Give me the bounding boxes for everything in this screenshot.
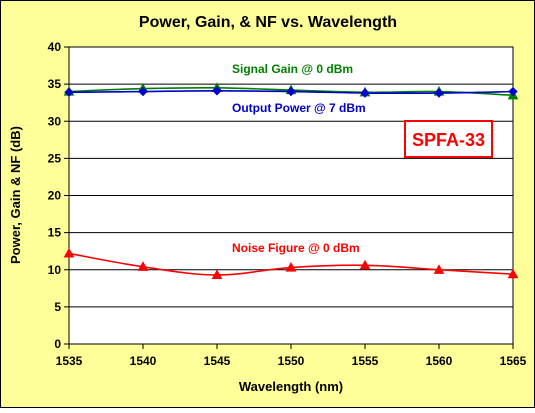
series-label-noise-figure: Noise Figure @ 0 dBm bbox=[232, 241, 360, 255]
model-badge: SPFA-33 bbox=[412, 130, 485, 150]
y-axis-ticks: 0 5 10 15 20 25 30 35 40 bbox=[48, 40, 69, 351]
data-point bbox=[211, 269, 223, 280]
y-tick-label: 35 bbox=[48, 77, 62, 91]
data-point bbox=[359, 259, 371, 270]
model-badge-box bbox=[404, 120, 493, 158]
series-label-output-power: Output Power @ 7 dBm bbox=[232, 101, 366, 115]
x-tick-label: 1560 bbox=[426, 354, 453, 368]
y-tick-label: 25 bbox=[48, 151, 62, 165]
chart-title: Power, Gain, & NF vs. Wavelength bbox=[139, 14, 397, 31]
data-point bbox=[212, 86, 222, 96]
series-output-power bbox=[64, 86, 518, 98]
y-tick-label: 5 bbox=[54, 300, 61, 314]
x-tick-label: 1555 bbox=[352, 354, 379, 368]
x-tick-label: 1565 bbox=[500, 354, 527, 368]
y-tick-label: 10 bbox=[48, 263, 62, 277]
y-tick-label: 20 bbox=[48, 189, 62, 203]
series-label-signal-gain: Signal Gain @ 0 dBm bbox=[232, 62, 353, 76]
y-tick-label: 15 bbox=[48, 226, 62, 240]
x-axis-label: Wavelength (nm) bbox=[239, 379, 343, 394]
data-point bbox=[434, 88, 444, 98]
series-noise-figure bbox=[63, 247, 519, 280]
data-point bbox=[285, 261, 297, 272]
data-point bbox=[507, 268, 519, 279]
data-point bbox=[508, 86, 518, 97]
x-axis-ticks: 1535 1540 1545 1550 1555 1560 1565 bbox=[56, 344, 527, 368]
y-axis-label: Power, Gain & NF (dB) bbox=[8, 126, 23, 264]
y-tick-label: 40 bbox=[48, 40, 62, 54]
x-tick-label: 1535 bbox=[56, 354, 83, 368]
data-point bbox=[137, 261, 149, 271]
data-point bbox=[63, 247, 75, 258]
data-point bbox=[433, 264, 445, 274]
x-tick-label: 1550 bbox=[278, 354, 305, 368]
x-tick-label: 1545 bbox=[204, 354, 231, 368]
y-tick-label: 30 bbox=[48, 114, 62, 128]
data-point bbox=[138, 86, 148, 97]
data-point bbox=[286, 86, 296, 97]
data-point bbox=[64, 87, 74, 97]
series-layer bbox=[63, 82, 519, 280]
x-tick-label: 1540 bbox=[130, 354, 157, 368]
data-point bbox=[360, 88, 370, 98]
y-tick-label: 0 bbox=[54, 337, 61, 351]
